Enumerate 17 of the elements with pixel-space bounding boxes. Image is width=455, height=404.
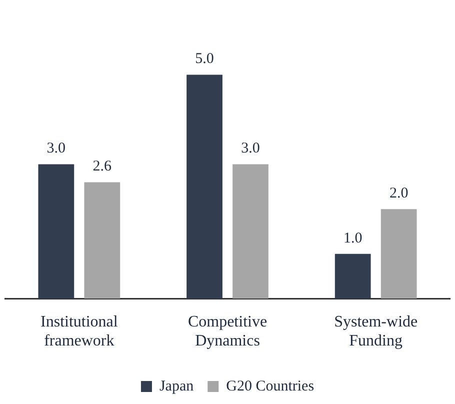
x-tick-label: Competitive Dynamics — [188, 313, 268, 350]
legend-label: Japan — [159, 378, 194, 394]
data-label: 2.0 — [389, 186, 408, 202]
bar — [232, 164, 268, 299]
data-label: 3.0 — [46, 140, 66, 157]
x-tick-label: Institutional framework — [40, 313, 118, 350]
bar — [186, 74, 222, 299]
data-label: 1.0 — [343, 230, 362, 246]
bar — [380, 209, 417, 299]
legend-label: G20 Countries — [226, 378, 314, 394]
bar — [84, 182, 120, 299]
data-label: 2.6 — [92, 158, 112, 175]
data-label: 3.0 — [241, 140, 260, 157]
bar — [38, 164, 74, 299]
data-label: 5.0 — [195, 51, 214, 68]
bar — [334, 254, 371, 299]
x-tick-label: System-wide Funding — [334, 313, 418, 350]
